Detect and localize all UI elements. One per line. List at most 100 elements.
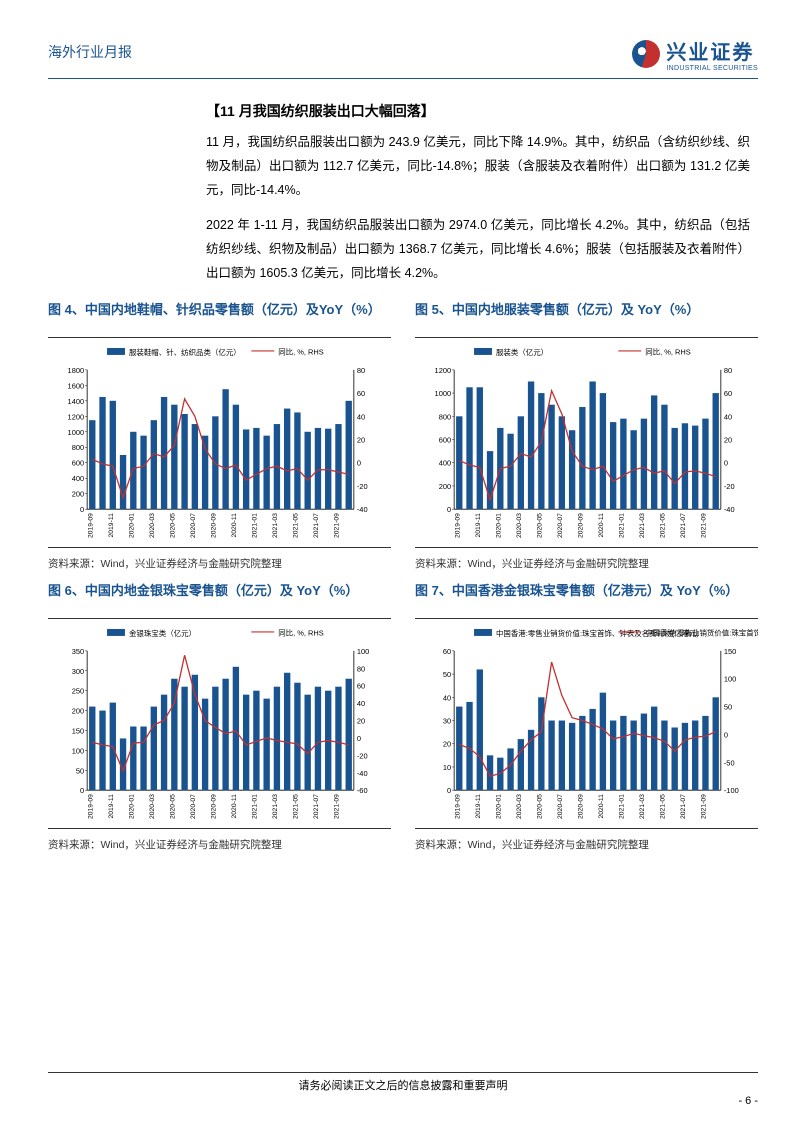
svg-text:2020-07: 2020-07 [190,512,197,537]
svg-text:2019-09: 2019-09 [87,793,94,818]
svg-text:2020-01: 2020-01 [128,793,135,818]
svg-text:400: 400 [72,474,84,483]
svg-text:-20: -20 [724,481,735,490]
svg-text:200: 200 [72,706,84,715]
svg-text:2020-07: 2020-07 [190,793,197,818]
svg-text:2021-05: 2021-05 [659,512,666,537]
chart-4: 图 4、中国内地鞋帽、针织品零售额（亿元）及YoY（%）服装鞋帽、针、纺织品类（… [48,300,391,571]
svg-text:10: 10 [443,762,451,771]
chart-title: 图 7、中国香港金银珠宝零售额（亿港元）及 YoY（%） [415,581,758,619]
svg-text:金银珠宝类（亿元）: 金银珠宝类（亿元） [129,627,196,637]
svg-text:2020-05: 2020-05 [169,512,176,537]
svg-text:60: 60 [724,389,732,398]
svg-text:20: 20 [357,435,365,444]
svg-text:350: 350 [72,646,84,655]
svg-text:0: 0 [447,786,451,795]
svg-text:2020-09: 2020-09 [210,793,217,818]
svg-text:600: 600 [439,435,451,444]
svg-text:-40: -40 [357,768,368,777]
svg-text:50: 50 [724,702,732,711]
svg-text:2021-03: 2021-03 [639,793,646,818]
svg-text:2021-03: 2021-03 [272,512,279,537]
svg-text:2020-11: 2020-11 [231,512,238,537]
svg-text:100: 100 [724,674,736,683]
svg-text:0: 0 [80,786,84,795]
svg-text:40: 40 [724,412,732,421]
svg-text:2020-03: 2020-03 [149,512,156,537]
svg-text:2020-09: 2020-09 [577,793,584,818]
svg-text:2020-03: 2020-03 [149,793,156,818]
svg-text:-60: -60 [357,786,368,795]
svg-text:-100: -100 [724,786,739,795]
svg-text:2020-05: 2020-05 [536,512,543,537]
footer-text: 请务必阅读正文之后的信息披露和重要声明 [48,1077,758,1093]
svg-text:同比, %, RHS: 同比, %, RHS [278,346,324,356]
svg-text:2019-09: 2019-09 [454,793,461,818]
body-text: 【11 月我国纺织服装出口大幅回落】 11 月，我国纺织品服装出口额为 243.… [206,101,750,286]
chart-title: 图 4、中国内地鞋帽、针织品零售额（亿元）及YoY（%） [48,300,391,338]
svg-text:2020-09: 2020-09 [577,512,584,537]
svg-text:2020-05: 2020-05 [169,793,176,818]
brand-logo: 兴业证券 INDUSTRIAL SECURITIES [632,36,758,72]
chart-source: 资料来源：Wind，兴业证券经济与金融研究院整理 [415,556,758,571]
svg-text:60: 60 [357,389,365,398]
svg-text:2020-01: 2020-01 [495,512,502,537]
svg-text:2020-03: 2020-03 [516,512,523,537]
svg-text:2020-09: 2020-09 [210,512,217,537]
svg-text:100: 100 [357,646,369,655]
chart-7: 图 7、中国香港金银珠宝零售额（亿港元）及 YoY（%） 中国香港:零售业销货价值… [415,581,758,852]
brand-name: 兴业证券 [666,36,758,65]
svg-text:30: 30 [443,716,451,725]
svg-text:40: 40 [357,699,365,708]
svg-text:80: 80 [357,365,365,374]
svg-text:80: 80 [357,664,365,673]
svg-text:-40: -40 [357,505,368,514]
svg-text:2020-11: 2020-11 [231,793,238,818]
svg-text:2020-11: 2020-11 [598,512,605,537]
svg-text:50: 50 [443,670,451,679]
page-number: - 6 - [48,1095,758,1107]
svg-text:250: 250 [72,686,84,695]
svg-text:2021-01: 2021-01 [251,793,258,818]
svg-text:2021-07: 2021-07 [680,793,687,818]
svg-text:2020-07: 2020-07 [557,793,564,818]
svg-text:2021-01: 2021-01 [251,512,258,537]
report-type: 海外行业月报 [48,36,132,62]
svg-text:2021-01: 2021-01 [618,793,625,818]
svg-text:200: 200 [439,481,451,490]
svg-text:40: 40 [443,693,451,702]
svg-text:150: 150 [724,646,736,655]
svg-text:1200: 1200 [68,412,85,421]
svg-text:50: 50 [76,766,84,775]
chart-svg: 服装类（亿元）同比, %, RHS020040060080010001200-4… [415,342,758,548]
svg-text:2019-11: 2019-11 [108,512,115,537]
svg-text:20: 20 [724,435,732,444]
svg-text:2021-03: 2021-03 [639,512,646,537]
chart-source: 资料来源：Wind，兴业证券经济与金融研究院整理 [48,837,391,852]
svg-text:80: 80 [724,365,732,374]
svg-text:0: 0 [80,505,84,514]
svg-text:2020-11: 2020-11 [598,793,605,818]
chart-6: 图 6、中国内地金银珠宝零售额（亿元）及 YoY（%）金银珠宝类（亿元）同比, … [48,581,391,852]
svg-text:2020-03: 2020-03 [516,793,523,818]
chart-svg: 中国香港:零售业销货价值:珠宝首饰、钟表及名贵礼物(亿港元)中国香港:零售业销货… [415,623,758,829]
chart-title: 图 6、中国内地金银珠宝零售额（亿元）及 YoY（%） [48,581,391,619]
section-title: 【11 月我国纺织服装出口大幅回落】 [206,101,750,121]
svg-text:800: 800 [439,412,451,421]
svg-text:服装类（亿元）: 服装类（亿元） [496,346,548,356]
brand-sub: INDUSTRIAL SECURITIES [666,65,758,72]
svg-text:2019-11: 2019-11 [475,512,482,537]
svg-text:800: 800 [72,443,84,452]
svg-text:2021-03: 2021-03 [272,793,279,818]
page-footer: 请务必阅读正文之后的信息披露和重要声明 - 6 - [48,1072,758,1107]
svg-text:1800: 1800 [68,365,85,374]
svg-text:2020-01: 2020-01 [128,512,135,537]
svg-text:2019-09: 2019-09 [454,512,461,537]
page-header: 海外行业月报 兴业证券 INDUSTRIAL SECURITIES [48,36,758,79]
svg-text:2019-09: 2019-09 [87,512,94,537]
svg-text:2021-05: 2021-05 [292,512,299,537]
chart-svg: 金银珠宝类（亿元）同比, %, RHS050100150200250300350… [48,623,391,829]
svg-text:2021-09: 2021-09 [333,512,340,537]
svg-text:1000: 1000 [435,389,452,398]
svg-text:2020-01: 2020-01 [495,793,502,818]
